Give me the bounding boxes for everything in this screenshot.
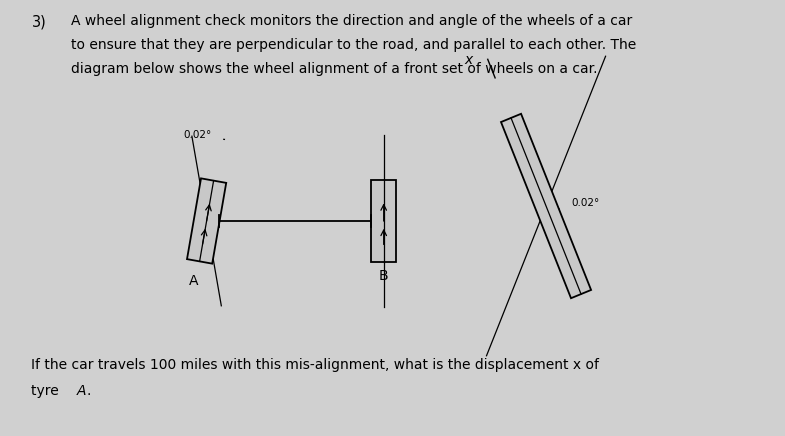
Text: 0.02°: 0.02° — [184, 130, 212, 140]
Text: tyre: tyre — [31, 384, 64, 398]
Text: B: B — [379, 269, 389, 283]
Text: A wheel alignment check monitors the direction and angle of the wheels of a car: A wheel alignment check monitors the dir… — [71, 14, 632, 28]
Text: to ensure that they are perpendicular to the road, and parallel to each other. T: to ensure that they are perpendicular to… — [71, 38, 636, 52]
Polygon shape — [187, 178, 226, 264]
Polygon shape — [371, 180, 396, 262]
Text: x: x — [464, 53, 472, 67]
Text: 3): 3) — [31, 14, 46, 29]
Text: .: . — [86, 384, 91, 398]
Text: A: A — [77, 384, 86, 398]
Polygon shape — [501, 114, 591, 298]
Text: A: A — [189, 274, 199, 289]
Text: diagram below shows the wheel alignment of a front set of wheels on a car.: diagram below shows the wheel alignment … — [71, 62, 597, 76]
Text: If the car travels 100 miles with this mis-alignment, what is the displacement x: If the car travels 100 miles with this m… — [31, 358, 600, 372]
Text: 0.02°: 0.02° — [571, 198, 600, 208]
